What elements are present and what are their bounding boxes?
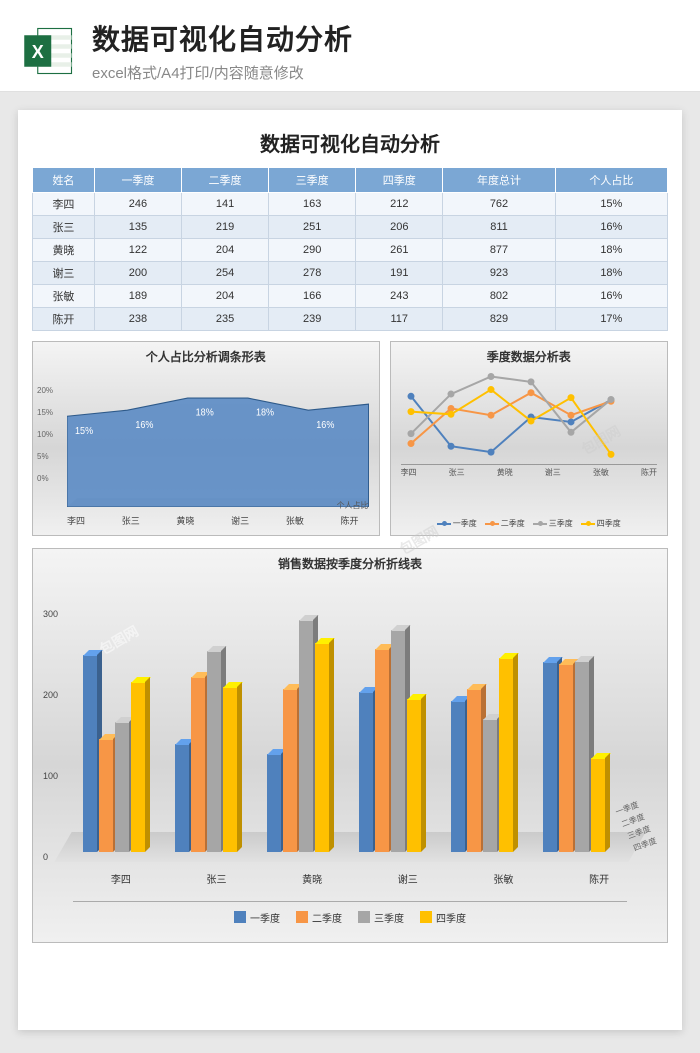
sales-chart-title: 销售数据按季度分析折线表	[33, 549, 667, 576]
table-row: 张敏18920416624380216%	[33, 285, 668, 308]
table-cell: 238	[94, 308, 181, 331]
table-header: 年度总计	[443, 168, 555, 193]
table-cell: 黄晓	[33, 239, 95, 262]
data-table: 姓名一季度二季度三季度四季度年度总计个人占比 李四246141163212762…	[32, 167, 668, 331]
table-cell: 251	[269, 216, 356, 239]
table-cell: 243	[356, 285, 443, 308]
table-cell: 200	[94, 262, 181, 285]
table-header: 个人占比	[555, 168, 667, 193]
header-subtitle: excel格式/A4打印/内容随意修改	[92, 62, 678, 83]
table-cell: 166	[269, 285, 356, 308]
table-cell: 278	[269, 262, 356, 285]
ratio-area-chart: 15%16%18%18%16%17%	[67, 386, 369, 507]
quarter-legend: 一季度二季度三季度四季度	[391, 518, 667, 530]
svg-text:18%: 18%	[256, 407, 275, 418]
table-cell: 204	[182, 285, 269, 308]
table-row: 李四24614116321276215%	[33, 193, 668, 216]
table-cell: 189	[94, 285, 181, 308]
table-row: 谢三20025427819192318%	[33, 262, 668, 285]
sales-legend: 一季度二季度三季度四季度	[73, 901, 627, 927]
table-header: 四季度	[356, 168, 443, 193]
table-cell: 122	[94, 239, 181, 262]
table-cell: 李四	[33, 193, 95, 216]
table-cell: 290	[269, 239, 356, 262]
table-cell: 163	[269, 193, 356, 216]
svg-text:16%: 16%	[316, 419, 335, 430]
svg-text:18%: 18%	[196, 407, 215, 418]
table-header: 二季度	[182, 168, 269, 193]
sales-chart-panel: 销售数据按季度分析折线表 3002001000 四季度三季度二季度一季度 李四张…	[32, 548, 668, 943]
svg-text:16%: 16%	[135, 419, 154, 430]
table-header: 三季度	[269, 168, 356, 193]
table-cell: 212	[356, 193, 443, 216]
table-cell: 802	[443, 285, 555, 308]
header-title: 数据可视化自动分析	[92, 18, 678, 58]
table-cell: 18%	[555, 239, 667, 262]
table-cell: 829	[443, 308, 555, 331]
table-row: 陈开23823523911782917%	[33, 308, 668, 331]
table-cell: 141	[182, 193, 269, 216]
table-cell: 15%	[555, 193, 667, 216]
table-header: 姓名	[33, 168, 95, 193]
table-cell: 923	[443, 262, 555, 285]
quarter-chart-panel: 季度数据分析表 李四张三黄晓谢三张敏陈开 一季度二季度三季度四季度	[390, 341, 668, 536]
table-cell: 117	[356, 308, 443, 331]
svg-text:15%: 15%	[75, 425, 94, 436]
table-cell: 谢三	[33, 262, 95, 285]
table-cell: 877	[443, 239, 555, 262]
table-cell: 239	[269, 308, 356, 331]
table-cell: 235	[182, 308, 269, 331]
table-cell: 261	[356, 239, 443, 262]
table-cell: 张三	[33, 216, 95, 239]
svg-text:X: X	[32, 41, 44, 61]
table-cell: 206	[356, 216, 443, 239]
sales-3d-bar-chart: 四季度三季度二季度一季度	[73, 609, 647, 862]
table-cell: 762	[443, 193, 555, 216]
table-cell: 16%	[555, 285, 667, 308]
template-header: X 数据可视化自动分析 excel格式/A4打印/内容随意修改	[0, 0, 700, 92]
table-cell: 18%	[555, 262, 667, 285]
table-cell: 204	[182, 239, 269, 262]
table-row: 黄晓12220429026187718%	[33, 239, 668, 262]
page-title: 数据可视化自动分析	[32, 128, 668, 157]
table-cell: 16%	[555, 216, 667, 239]
quarter-chart-title: 季度数据分析表	[391, 342, 667, 369]
table-cell: 陈开	[33, 308, 95, 331]
ratio-chart-panel: 个人占比分析调条形表 20%15%10%5%0% 15%16%18%18%16%…	[32, 341, 380, 536]
table-cell: 张敏	[33, 285, 95, 308]
table-cell: 811	[443, 216, 555, 239]
table-cell: 17%	[555, 308, 667, 331]
table-header: 一季度	[94, 168, 181, 193]
table-row: 张三13521925120681116%	[33, 216, 668, 239]
document-canvas: 数据可视化自动分析 姓名一季度二季度三季度四季度年度总计个人占比 李四24614…	[18, 110, 682, 1030]
table-cell: 135	[94, 216, 181, 239]
table-cell: 246	[94, 193, 181, 216]
ratio-legend: 个人占比	[337, 500, 369, 511]
table-cell: 191	[356, 262, 443, 285]
excel-icon: X	[22, 24, 76, 78]
ratio-chart-title: 个人占比分析调条形表	[33, 342, 379, 369]
table-cell: 219	[182, 216, 269, 239]
table-cell: 254	[182, 262, 269, 285]
quarter-line-chart	[401, 372, 621, 462]
